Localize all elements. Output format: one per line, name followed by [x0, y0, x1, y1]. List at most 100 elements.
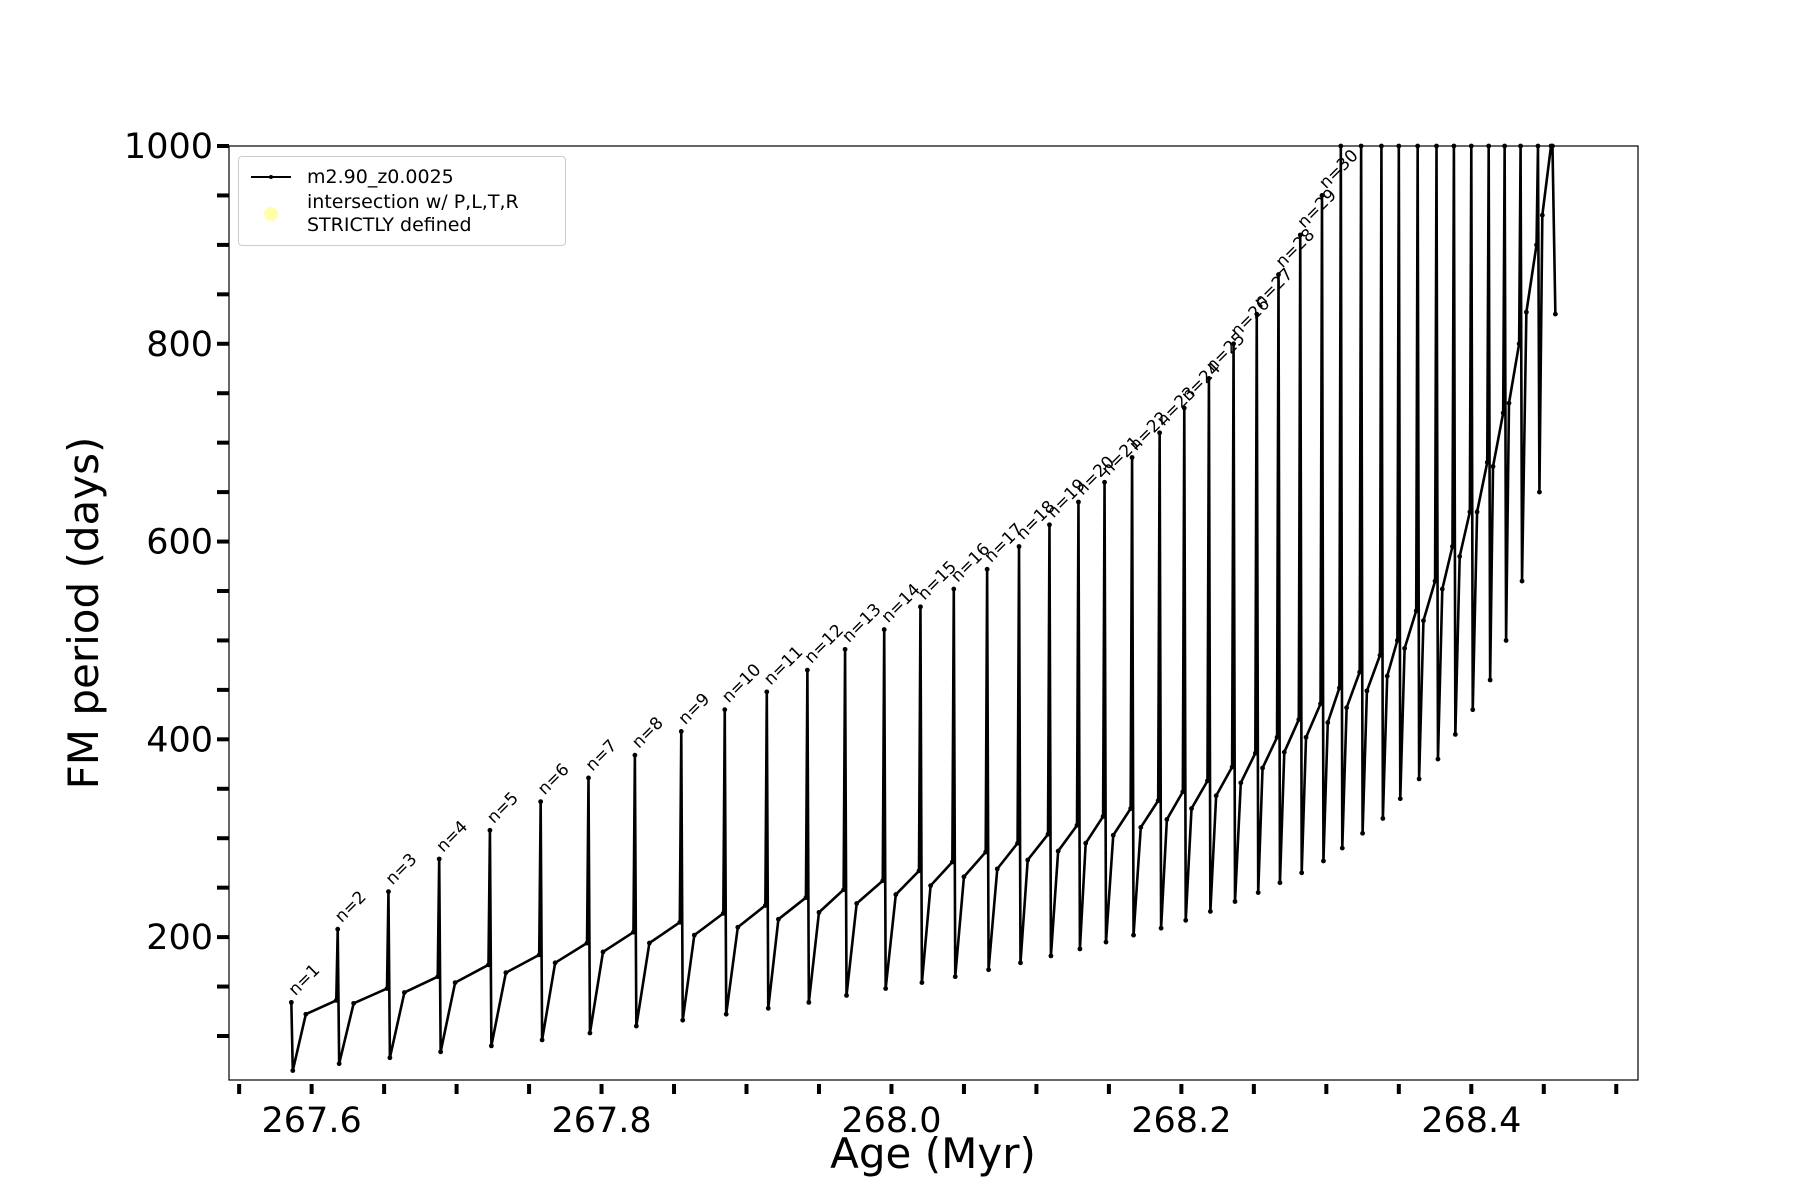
data-point [1110, 832, 1116, 838]
data-point [1384, 673, 1390, 679]
data-point [1416, 776, 1422, 782]
data-point [842, 646, 848, 652]
data-point [1484, 460, 1490, 465]
annotation: n=13 [838, 600, 885, 647]
data-point [1506, 400, 1512, 406]
data-point [435, 974, 441, 980]
data-point [1452, 731, 1458, 737]
data-point [951, 586, 957, 592]
data-point [722, 707, 728, 713]
data-point [1318, 701, 1323, 707]
data-point [646, 940, 652, 946]
data-point [600, 949, 606, 955]
annotation: n=10 [718, 660, 765, 707]
data-point [883, 986, 889, 991]
x-tick-label: 267.8 [551, 1101, 651, 1141]
data-point [1131, 932, 1136, 938]
data-point [1274, 734, 1280, 740]
data-point [983, 849, 989, 855]
data-point [1296, 717, 1302, 722]
data-point [1552, 311, 1558, 317]
data-point [486, 962, 491, 968]
x-tick-label: 268.4 [1421, 1101, 1521, 1141]
data-point [804, 667, 810, 673]
data-point [633, 1023, 639, 1029]
plot-area [288, 143, 1558, 1074]
data-point [1380, 816, 1386, 821]
data-point [1100, 814, 1106, 819]
data-point [1155, 798, 1161, 804]
y-tick-label: 400 [146, 720, 213, 760]
data-point [1281, 749, 1287, 755]
data-point [765, 1005, 771, 1011]
data-point [816, 909, 822, 915]
data-point [488, 1043, 494, 1049]
data-point [584, 940, 590, 946]
data-point [1231, 341, 1236, 347]
data-point [854, 901, 860, 906]
data-point [1319, 193, 1325, 198]
data-point [336, 1061, 342, 1067]
data-point [1045, 831, 1051, 837]
data-point [677, 919, 683, 925]
data-point [1503, 638, 1509, 643]
data-point [1534, 242, 1539, 248]
data-point [487, 827, 493, 833]
data-point [1048, 953, 1054, 959]
annotation: n=4 [433, 817, 472, 856]
data-point [288, 999, 294, 1005]
data-point [952, 974, 958, 980]
data-point [436, 856, 442, 862]
data-point [1490, 463, 1496, 469]
data-point [386, 889, 391, 895]
data-point [351, 1000, 357, 1006]
data-point [1055, 848, 1061, 854]
data-point [1254, 311, 1260, 317]
annotation: n=9 [675, 689, 714, 728]
data-point [1535, 143, 1541, 149]
data-point [1467, 509, 1473, 515]
data-point [1518, 143, 1523, 149]
y-tick-label: 1000 [124, 127, 213, 167]
data-point [1439, 586, 1445, 592]
data-point [881, 627, 887, 632]
annotation: n=8 [628, 713, 667, 752]
data-point [539, 1037, 545, 1043]
data-point [1016, 544, 1022, 549]
data-point [1232, 899, 1238, 904]
data-point [919, 980, 925, 985]
legend-entry: m2.90_z0.0025 [247, 165, 557, 189]
data-point [1138, 824, 1144, 830]
annotation: n=29 [1294, 185, 1341, 232]
y-tick-label: 600 [146, 523, 213, 563]
data-point [762, 903, 768, 908]
annotation: n=5 [483, 788, 522, 827]
data-point [1344, 705, 1350, 711]
data-point [387, 1055, 393, 1061]
legend-label: intersection w/ P,L,T,R STRICTLY defined [307, 191, 519, 236]
data-point [587, 1030, 593, 1036]
data-point [1486, 143, 1492, 149]
y-axis-label: FM period (days) [59, 437, 108, 790]
data-point [1157, 430, 1163, 436]
legend-swatch [264, 207, 278, 221]
data-point [1457, 553, 1463, 559]
data-point [918, 604, 923, 610]
data-point [402, 990, 407, 995]
data-point [986, 967, 991, 973]
data-point [536, 952, 542, 958]
data-point [335, 926, 341, 932]
data-point [1277, 880, 1283, 886]
legend: m2.90_z0.0025 intersection w/ P,L,T,R STR… [238, 156, 566, 246]
data-point [880, 878, 886, 884]
y-tick-label: 800 [146, 325, 213, 365]
annotation: n=6 [534, 760, 573, 799]
data-point [1164, 817, 1170, 822]
data-point [1260, 765, 1265, 771]
data-point [1415, 143, 1421, 149]
data-point [1432, 578, 1438, 584]
data-point [1339, 845, 1345, 851]
data-point [1206, 375, 1212, 381]
